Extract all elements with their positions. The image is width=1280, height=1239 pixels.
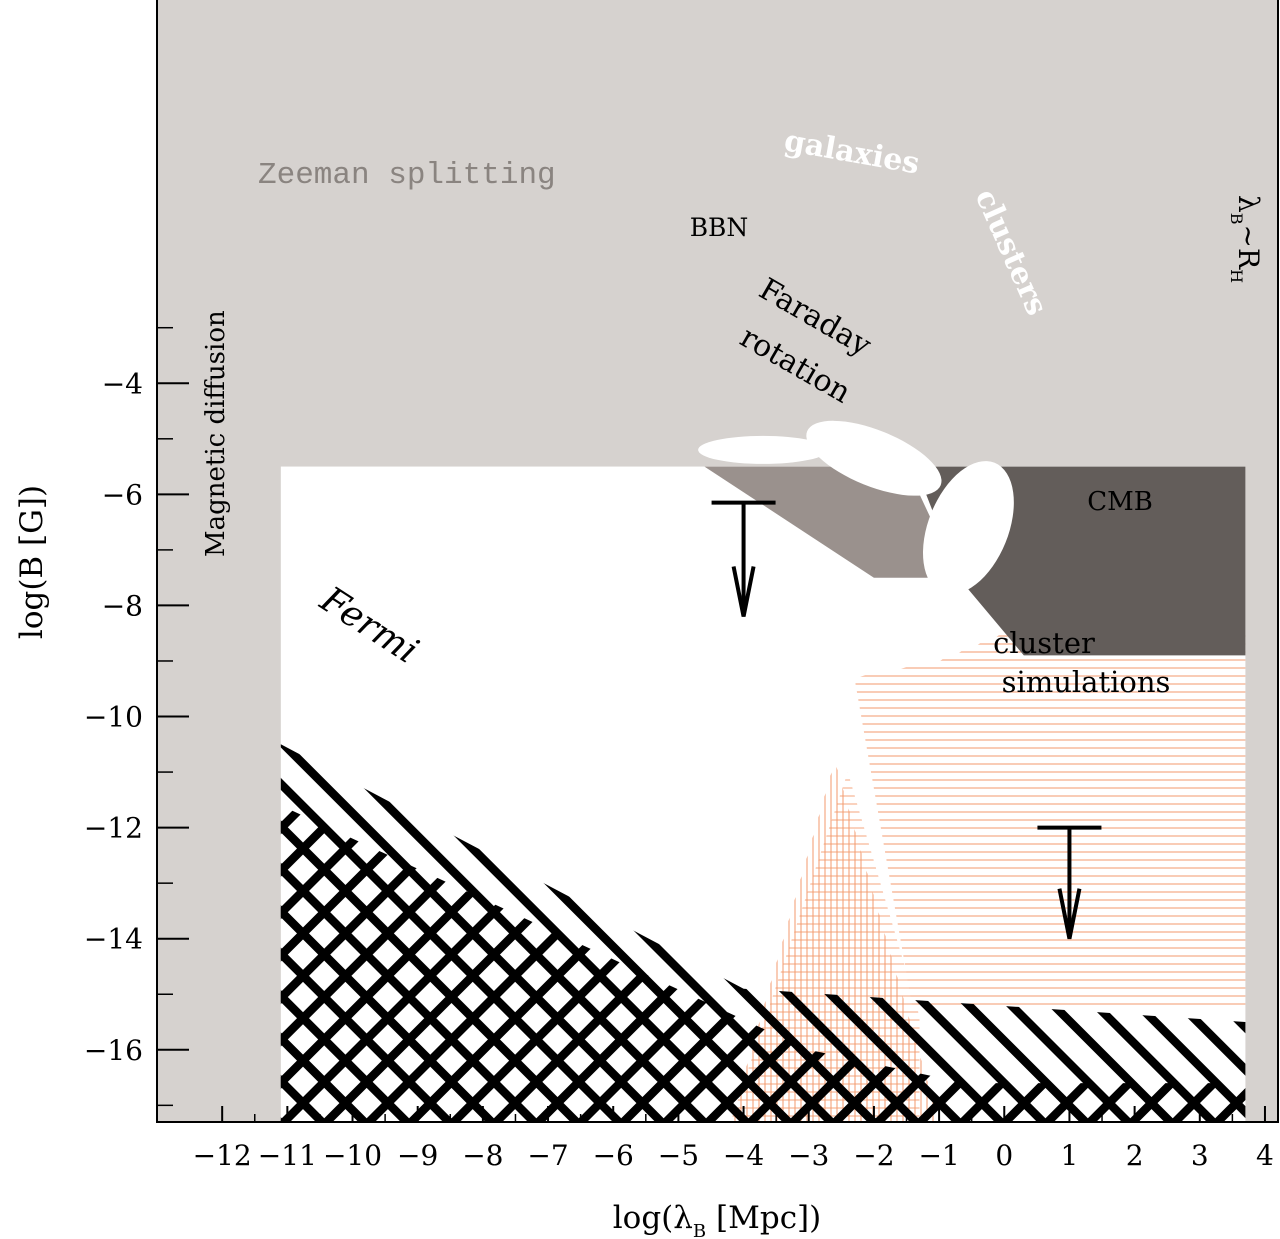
galaxies-ellipse-1 (698, 435, 829, 464)
x-tick-label: 3 (1191, 1139, 1209, 1172)
plot-frame (156, 0, 1279, 1123)
bbn-label: BBN (690, 213, 749, 242)
svg-text:λB~RH: λB~RH (1227, 195, 1265, 283)
x-tick-label: −1 (918, 1139, 959, 1172)
y-tick-label: −16 (84, 1034, 143, 1067)
x-tick-label: 1 (1061, 1139, 1079, 1172)
x-tick-label: −4 (723, 1139, 764, 1172)
x-axis-title-main: log(λ (613, 1200, 693, 1236)
x-tick-label: −11 (258, 1139, 317, 1172)
limit-arrow-2 (1037, 825, 1102, 940)
x-tick-label: −12 (193, 1139, 252, 1172)
x-axis-title: log(λB [Mpc]) (613, 1200, 822, 1239)
x-tick-label: −10 (323, 1139, 382, 1172)
y-tick-label: −8 (102, 589, 143, 622)
horizon-lambda: λ (1232, 195, 1265, 213)
x-tick-label: 2 (1126, 1139, 1144, 1172)
x-axis-title-tail: [Mpc]) (706, 1200, 821, 1236)
galaxies-ellipse-2 (806, 420, 942, 496)
horizon-lambda-sub: B (1227, 213, 1246, 225)
faraday-region (704, 466, 959, 578)
y-tick-label: −12 (84, 812, 143, 845)
x-axis-title-sub: B (693, 1221, 706, 1239)
x-tick-label: −7 (527, 1139, 568, 1172)
cmb-label: CMB (1087, 487, 1153, 517)
x-tick-label: −2 (853, 1139, 894, 1172)
arrow-head (1057, 888, 1082, 940)
y-tick-label: −10 (84, 701, 143, 734)
magnetic-diffusion-label: Magnetic diffusion (201, 310, 231, 557)
horizon-label: λB~RH (1227, 195, 1265, 283)
y-tick-label: −14 (84, 923, 143, 956)
x-tick-label: 0 (995, 1139, 1013, 1172)
x-tick-label: −5 (658, 1139, 699, 1172)
cluster-simulations-label-line1: cluster (993, 626, 1095, 660)
horizon-sub: H (1227, 269, 1246, 283)
x-tick-label: −6 (593, 1139, 634, 1172)
x-tick-label: −8 (462, 1139, 503, 1172)
svg-text:log(λB [Mpc]): log(λB [Mpc]) (613, 1200, 822, 1239)
y-tick-label: −6 (102, 478, 143, 511)
y-axis-title: log(B [G]) (14, 485, 50, 639)
x-tick-label: −9 (397, 1139, 438, 1172)
fermi-cross-hatch (280, 805, 1246, 1122)
clusters-ellipse (923, 461, 1014, 595)
x-tick-label: −3 (788, 1139, 829, 1172)
regions-layer (157, 0, 1278, 1122)
horizon-tilde-r: ~R (1232, 225, 1265, 270)
axes-layer: −12 −11 −10 −9 −8 −7 −6 −5 −4 −3 −2 −1 0 1 2 3 4−16−14−1… (84, 0, 1279, 1172)
x-tick-label: 4 (1256, 1139, 1274, 1172)
y-tick-label: −4 (102, 367, 143, 400)
cluster-simulations-label-line2: simulations (1002, 665, 1171, 699)
cmb-hatch-region (854, 633, 1246, 1011)
arrow-head (731, 566, 756, 617)
limit-arrow-1 (711, 500, 776, 617)
zeeman-label: Zeeman splitting (258, 158, 556, 193)
